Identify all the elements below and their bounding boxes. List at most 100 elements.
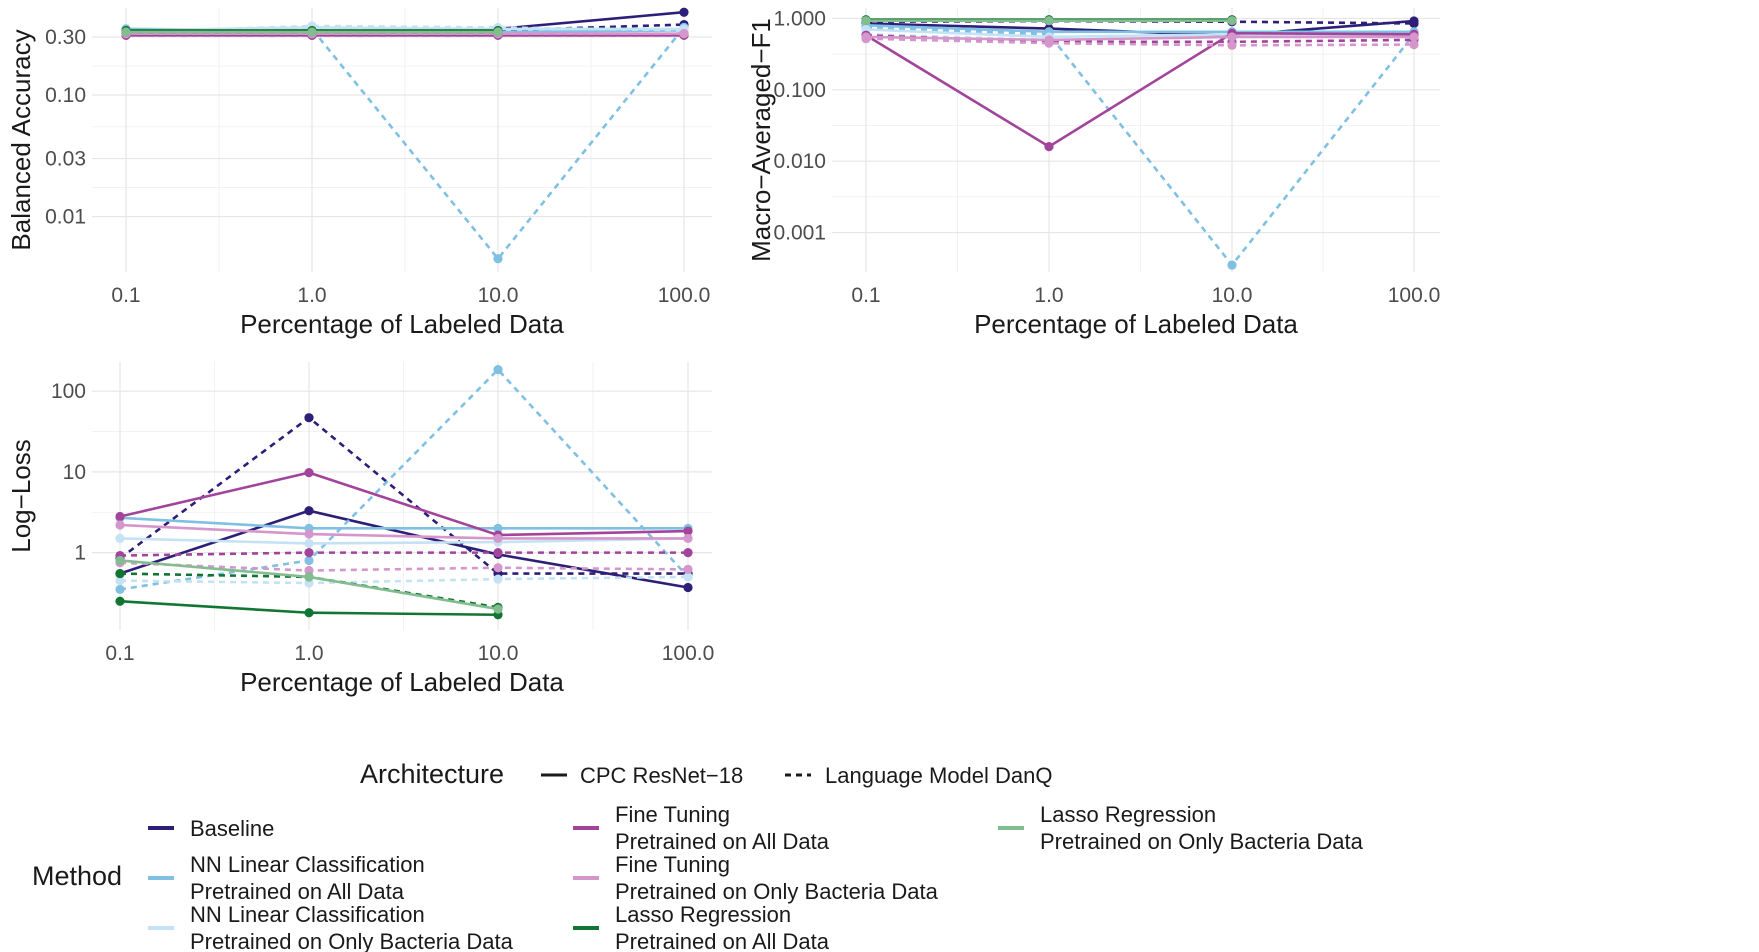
y-tick-label: 100 — [51, 380, 86, 403]
data-point — [304, 555, 314, 566]
data-point — [307, 27, 317, 37]
y-tick-label: 0.30 — [45, 26, 86, 49]
legend-label-line1: Fine Tuning — [615, 852, 730, 877]
series-line — [865, 32, 1414, 42]
data-point — [683, 564, 693, 574]
x-axis-title: Percentage of Labeled Data — [974, 309, 1298, 339]
data-point — [683, 526, 693, 536]
y-tick-label: 0.01 — [45, 206, 86, 229]
data-point — [493, 563, 503, 573]
data-point — [493, 548, 503, 558]
data-point — [861, 16, 871, 26]
data-point — [679, 29, 689, 39]
data-point — [304, 506, 314, 516]
series-line — [119, 516, 688, 530]
series-line — [865, 31, 1415, 149]
data-point — [683, 548, 693, 558]
series-line — [119, 561, 689, 572]
data-point — [115, 511, 125, 522]
y-axis-title: Macro−Averaged−F1 — [746, 18, 776, 262]
data-point — [683, 533, 693, 544]
data-point — [115, 568, 125, 579]
data-point — [115, 584, 125, 595]
series-line — [119, 537, 689, 545]
y-tick-label: 0.010 — [773, 150, 826, 173]
data-point — [1227, 40, 1237, 50]
method-legend-baseline: Baseline — [148, 816, 274, 841]
series-line — [865, 37, 1415, 47]
data-point — [304, 608, 314, 618]
data-point — [1227, 260, 1237, 270]
legend-label-line1: Lasso Regression — [1040, 802, 1216, 827]
data-point — [304, 538, 314, 549]
data-point — [304, 468, 314, 478]
legend-label: Baseline — [190, 816, 274, 841]
series-line — [865, 24, 1414, 34]
x-tick-label: 10.0 — [478, 284, 519, 307]
data-point — [304, 548, 314, 558]
series-line — [119, 575, 689, 585]
series-lasso_bacteria-cpc — [121, 27, 503, 37]
legend-label-line2: Pretrained on All Data — [615, 929, 830, 952]
data-point — [1409, 39, 1419, 50]
data-point — [1409, 18, 1419, 29]
x-tick-label: 100.0 — [662, 642, 715, 665]
x-tick-label: 10.0 — [1212, 284, 1253, 307]
series-line — [119, 551, 688, 557]
data-point — [493, 254, 503, 264]
legend-label-line2: Pretrained on Only Bacteria Data — [190, 929, 514, 952]
chart-panel-3: 0.1 1.0 10.0 100.0 1 10 100 Percentage of Label… — [6, 362, 714, 697]
data-point — [304, 413, 314, 423]
series-ft_bacteria-lm — [861, 34, 1419, 50]
data-point — [679, 7, 689, 17]
legend-label-line1: Fine Tuning — [615, 802, 730, 827]
data-point — [1227, 32, 1237, 42]
y-tick-label: 0.100 — [773, 79, 826, 102]
x-tick-label: 10.0 — [478, 642, 519, 665]
x-axis-title: Percentage of Labeled Data — [240, 667, 564, 697]
x-tick-label: 1.0 — [297, 284, 326, 307]
series-nn_all-lm — [115, 365, 693, 595]
y-tick-label: 1 — [74, 542, 86, 565]
legend-label-line2: Pretrained on All Data — [190, 879, 405, 904]
legend: Architecture CPC ResNet−18 Language Mode… — [32, 759, 1364, 952]
data-point — [683, 582, 693, 593]
chart-panel-2: 0.1 1.0 10.0 100.0 0.001 0.010 0.100 1.000 Perce… — [746, 7, 1440, 339]
data-point — [115, 555, 125, 566]
series-baseline-cpc — [115, 506, 693, 593]
legend-label-line1: NN Linear Classification — [190, 902, 425, 927]
chart-panel-1: 0.1 1.0 10.0 100.0 0.01 0.03 0.10 0.30 Percentag… — [6, 7, 712, 339]
chart-panels: 0.1 1.0 10.0 100.0 0.01 0.03 0.10 0.30 Percentag… — [6, 7, 1440, 697]
data-point — [493, 365, 503, 375]
series-lasso_all-cpc — [115, 596, 503, 620]
data-point — [1044, 38, 1054, 48]
y-tick-label: 1.000 — [773, 7, 826, 30]
x-axis-title: Percentage of Labeled Data — [240, 309, 564, 339]
method-legend-title: Method — [32, 861, 122, 891]
data-point — [304, 529, 314, 539]
series-line — [865, 26, 1416, 268]
series-lasso_bacteria-cpc — [861, 16, 1237, 26]
data-point — [493, 523, 503, 533]
data-point — [493, 27, 503, 37]
data-point — [1409, 32, 1419, 42]
series-line — [125, 24, 685, 34]
architecture-legend-cpc: CPC ResNet−18 — [580, 763, 743, 788]
series-ft_bacteria-cpc — [115, 520, 693, 544]
y-axis-title: Log−Loss — [6, 439, 36, 552]
data-point — [304, 572, 314, 582]
x-tick-label: 100.0 — [658, 284, 711, 307]
architecture-legend-title: Architecture — [360, 759, 504, 789]
legend-label-line2: Pretrained on Only Bacteria Data — [615, 879, 939, 904]
architecture-legend-lm: Language Model DanQ — [825, 763, 1053, 788]
data-point — [115, 533, 125, 544]
x-tick-label: 1.0 — [1034, 284, 1063, 307]
series-line — [119, 471, 689, 537]
